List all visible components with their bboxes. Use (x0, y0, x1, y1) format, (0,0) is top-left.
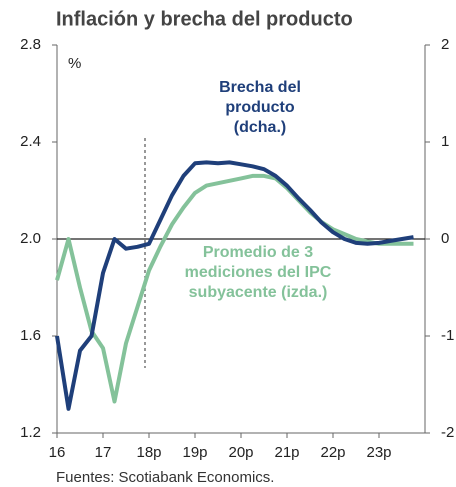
x-tick-label: 23p (366, 444, 391, 461)
x-tick-label: 19p (182, 444, 207, 461)
y-tick-label: 2.8 (20, 36, 41, 53)
x-tick-label: 16 (49, 444, 66, 461)
y2-tick-label: -2 (441, 424, 454, 441)
y-tick-label: 2.4 (20, 133, 41, 150)
x-tick-label: 21p (274, 444, 299, 461)
series-label: (dcha.) (234, 119, 286, 136)
y2-tick-label: 1 (441, 133, 449, 150)
series-line (55, 160, 414, 411)
y2-tick-label: 2 (441, 36, 449, 53)
y-tick-label: 2.0 (20, 230, 41, 247)
series-line (55, 173, 414, 404)
y-tick-label: 1.2 (20, 424, 41, 441)
chart-title: Inflación y brecha del producto (56, 8, 353, 30)
series-label: producto (225, 99, 295, 116)
x-tick-label: 18p (136, 444, 161, 461)
series-label: Brecha del (219, 79, 301, 96)
x-tick-label: 20p (228, 444, 253, 461)
series-label: subyacente (izda.) (189, 284, 328, 301)
source: Fuentes: Scotiabank Economics. (56, 469, 274, 486)
x-tick-label: 22p (320, 444, 345, 461)
y-unit: % (68, 55, 81, 72)
y2-tick-label: 0 (441, 230, 449, 247)
series-label: Promedio de 3 (203, 244, 313, 261)
y2-tick-label: -1 (441, 327, 454, 344)
series-label: mediciones del IPC (185, 264, 332, 281)
x-tick-label: 17 (95, 444, 112, 461)
y-tick-label: 1.6 (20, 327, 41, 344)
